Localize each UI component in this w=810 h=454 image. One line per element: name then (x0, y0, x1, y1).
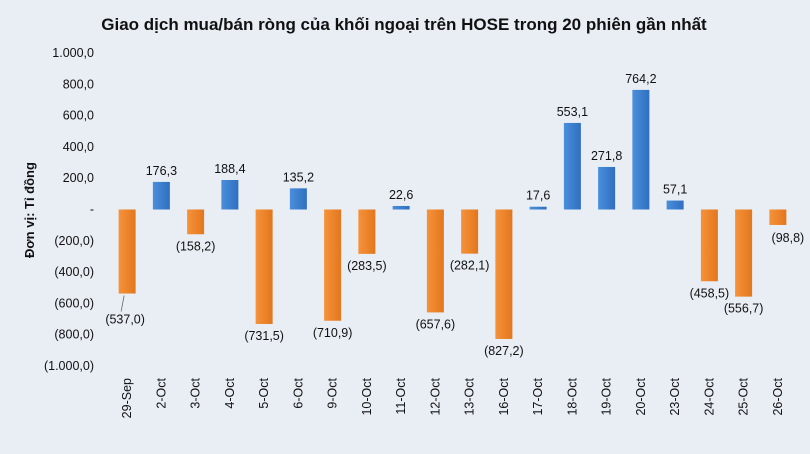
bar (221, 180, 239, 210)
bar (700, 209, 718, 282)
data-label: (282,1) (450, 259, 490, 273)
y-tick-label: (400,0) (54, 265, 94, 279)
data-label: 135,2 (283, 170, 314, 184)
bar (392, 205, 410, 210)
x-tick-label: 2-Oct (154, 377, 168, 408)
x-tick-label: 6-Oct (291, 377, 305, 408)
x-tick-label: 12-Oct (428, 377, 442, 415)
x-tick-label: 18-Oct (565, 377, 579, 415)
x-tick-label: 10-Oct (360, 377, 374, 415)
data-labels: (537,0) 176,3 (158,2) 188,4 (731,5) 135,2 (710… (105, 72, 804, 358)
y-tick-label: (600,0) (54, 296, 94, 310)
y-axis-label: Đơn vị: Tỉ đồng (22, 162, 37, 258)
bars (118, 89, 787, 339)
bar (255, 209, 273, 324)
x-tick-label: 11-Oct (394, 377, 408, 414)
data-label: 176,3 (146, 164, 177, 178)
data-label: 57,1 (663, 183, 687, 197)
chart-title: Giao dịch mua/bán ròng của khối ngoại tr… (101, 15, 707, 34)
bar (187, 209, 205, 235)
data-label: 188,4 (214, 162, 245, 176)
x-tick-label: 23-Oct (668, 377, 682, 415)
bar (324, 209, 342, 321)
data-label: 17,6 (526, 189, 550, 203)
x-tick-label: 20-Oct (634, 377, 648, 415)
bar (735, 209, 753, 297)
bar (152, 181, 170, 210)
bar (529, 206, 547, 210)
data-label: 22,6 (389, 188, 413, 202)
y-axis-ticks: 1.000,0 800,0 600,0 400,0 200,0 - (200,0) (400,… (44, 46, 94, 373)
x-tick-label: 3-Oct (189, 377, 203, 408)
bar (495, 209, 513, 339)
x-tick-label: 29-Sep (120, 378, 134, 418)
bar (632, 89, 650, 210)
x-tick-label: 16-Oct (497, 377, 511, 415)
y-tick-label: 800,0 (63, 77, 94, 91)
y-tick-label: 200,0 (63, 171, 94, 185)
bar (358, 209, 376, 254)
y-tick-label: (800,0) (54, 328, 94, 342)
y-tick-label: 400,0 (63, 140, 94, 154)
x-tick-label: 24-Oct (702, 377, 716, 415)
data-label: 764,2 (625, 72, 656, 86)
data-label: (458,5) (690, 286, 730, 300)
data-label: (556,7) (724, 302, 764, 316)
bar (563, 122, 581, 210)
data-label: (537,0) (105, 313, 145, 327)
x-tick-label: 25-Oct (737, 377, 751, 415)
x-tick-label: 4-Oct (223, 377, 237, 408)
x-tick-label: 9-Oct (326, 377, 340, 408)
data-label: 271,8 (591, 149, 622, 163)
y-tick-label: (1.000,0) (44, 359, 94, 373)
x-tick-label: 5-Oct (257, 377, 271, 408)
y-tick-label: - (90, 203, 94, 217)
y-tick-label: 600,0 (63, 109, 94, 123)
data-label: (98,8) (772, 231, 805, 245)
data-label: (283,5) (347, 259, 387, 273)
bar (598, 166, 616, 210)
x-tick-label: 17-Oct (531, 377, 545, 415)
y-tick-label: (200,0) (54, 234, 94, 248)
data-label: (657,6) (416, 317, 456, 331)
y-tick-label: 1.000,0 (52, 46, 94, 60)
x-tick-label: 19-Oct (600, 377, 614, 415)
x-tick-label: 13-Oct (463, 377, 477, 415)
bar (426, 209, 444, 313)
data-label: 553,1 (557, 105, 588, 119)
bar (118, 209, 136, 294)
bar (461, 209, 479, 254)
bar (666, 200, 684, 210)
data-label: (710,9) (313, 326, 353, 340)
data-label: (731,5) (244, 329, 284, 343)
data-label: (827,2) (484, 344, 524, 358)
x-tick-label: 26-Oct (771, 377, 785, 415)
bar (289, 188, 307, 210)
leader-line (120, 295, 125, 312)
bar (769, 209, 787, 225)
x-axis-ticks: 29-Sep 2-Oct 3-Oct 4-Oct 5-Oct 6-Oct 9-Oct 10-O… (120, 377, 785, 418)
data-label: (158,2) (176, 239, 216, 253)
